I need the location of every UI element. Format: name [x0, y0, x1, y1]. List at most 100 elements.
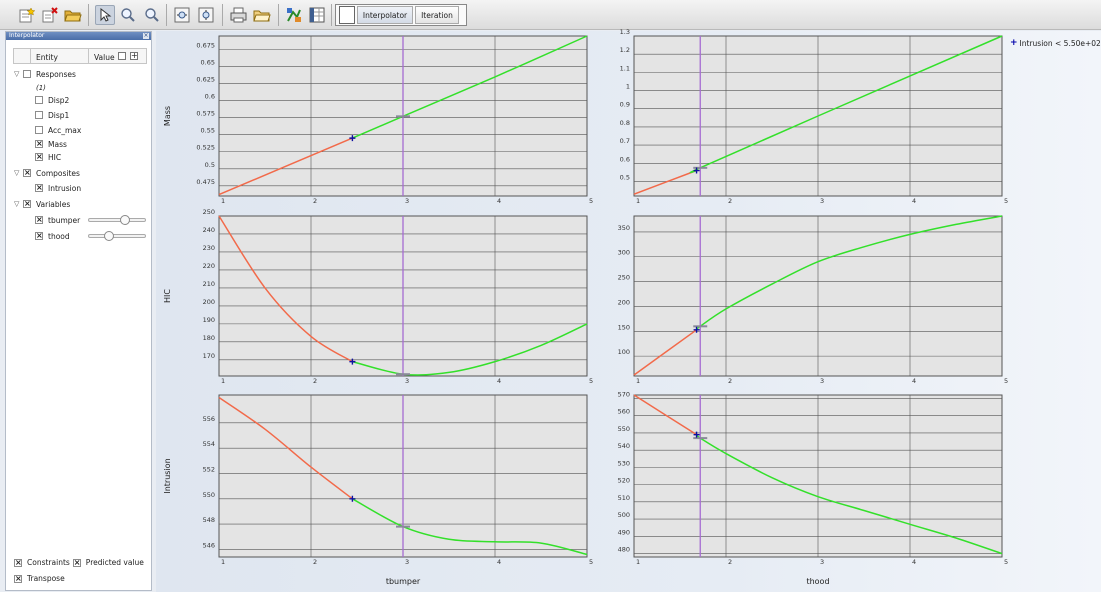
- options-row-2: × Transpose: [14, 574, 65, 583]
- options-row-1: × Constraints × Predicted value: [14, 558, 144, 567]
- y-tick-label: 554: [203, 440, 215, 448]
- close-icon[interactable]: ×: [143, 32, 149, 39]
- expand-triangle-icon[interactable]: ▽: [14, 70, 20, 78]
- series-infeasible-line: [218, 137, 353, 196]
- checkbox[interactable]: [35, 96, 43, 104]
- tree-item-label: Mass: [48, 139, 67, 149]
- x-tick-label: 4: [497, 197, 501, 205]
- tree-header: Entity Value +: [13, 48, 147, 64]
- new-sheet-icon[interactable]: [17, 5, 37, 25]
- chart-panel-2: 170 180 190 200 210 220 230 240 250 1 2 3 4 5 HIC: [163, 208, 593, 385]
- tab-interpolator[interactable]: Interpolator: [357, 6, 413, 24]
- slider-knob[interactable]: [104, 231, 115, 241]
- checkbox-checked[interactable]: ×: [35, 215, 43, 224]
- column-entity[interactable]: Entity: [36, 53, 58, 62]
- constraint-marker: [349, 495, 356, 502]
- constraint-marker: [693, 167, 700, 174]
- x-tick-label: 4: [497, 377, 501, 385]
- y-tick-label: 0.625: [196, 76, 215, 84]
- zoom-fit-y-icon[interactable]: [196, 5, 216, 25]
- y-tick-label: 0.55: [201, 127, 215, 135]
- tree-item-hic[interactable]: × HIC: [35, 151, 61, 163]
- y-tick-label: 1: [626, 83, 630, 91]
- tree-item-tbumper[interactable]: × tbumper: [35, 214, 80, 226]
- x-tick-label: 4: [912, 558, 916, 566]
- chart-panel-0: 0.475 0.5 0.525 0.55 0.575 0.6 0.625 0.65 0.675 1…: [163, 35, 593, 205]
- y-tick-label: 490: [618, 528, 630, 536]
- tree-item-label: HIC: [48, 152, 62, 162]
- expand-all-icon[interactable]: +: [130, 51, 138, 60]
- columns-icon[interactable]: [307, 5, 327, 25]
- tree-group-variables[interactable]: ▽ × Variables: [14, 198, 70, 210]
- tree-item-acc-max[interactable]: Acc_max: [35, 124, 81, 136]
- y-tick-label: 170: [203, 352, 215, 360]
- y-tick-label: 220: [203, 262, 215, 270]
- tree-group-responses[interactable]: ▽ Responses: [14, 68, 76, 80]
- x-tick-label: 3: [820, 558, 824, 566]
- y-axis-label: Intrusion: [163, 458, 172, 493]
- tree-item-disp1[interactable]: Disp1: [35, 109, 69, 121]
- transpose-checkbox[interactable]: ×: [14, 573, 22, 583]
- column-value[interactable]: Value: [94, 53, 115, 62]
- constraints-checkbox[interactable]: ×: [14, 557, 22, 567]
- series-feasible-line: [352, 35, 588, 139]
- y-tick-label: 230: [203, 244, 215, 252]
- y-tick-label: 510: [618, 494, 630, 502]
- tree-item-label: thood: [48, 231, 70, 241]
- x-tick-label: 1: [221, 558, 225, 566]
- composites-checkbox[interactable]: ×: [23, 168, 31, 177]
- checkbox-checked[interactable]: ×: [35, 152, 43, 161]
- checkbox-checked[interactable]: ×: [35, 183, 43, 192]
- y-tick-label: 0.8: [620, 119, 630, 127]
- delete-icon[interactable]: [40, 5, 60, 25]
- x-tick-label: 1: [636, 377, 640, 385]
- pointer-icon[interactable]: [95, 5, 115, 25]
- legend-label: Intrusion < 5.50e+02: [1019, 38, 1101, 48]
- expand-triangle-icon[interactable]: ▽: [14, 200, 20, 208]
- x-tick-label: 4: [912, 197, 916, 205]
- x-tick-label: 2: [728, 377, 732, 385]
- zoom-out-icon[interactable]: [142, 5, 162, 25]
- tree-item-thood[interactable]: × thood: [35, 230, 70, 242]
- tree-item-intrusion[interactable]: × Intrusion: [35, 182, 81, 194]
- panel-title-text: Interpolator: [9, 32, 45, 39]
- checkbox-checked[interactable]: ×: [35, 231, 43, 240]
- y-tick-label: 500: [618, 511, 630, 519]
- constraint-marker: [349, 358, 356, 365]
- x-tick-label: 5: [589, 558, 593, 566]
- constraint-marker: [349, 135, 356, 142]
- tree-group-composites[interactable]: ▽ × Composites: [14, 167, 80, 179]
- thood-slider[interactable]: [88, 231, 146, 241]
- legend-marker-icon: +: [1010, 38, 1018, 48]
- tree-item-disp2[interactable]: Disp2: [35, 94, 69, 106]
- tbumper-slider[interactable]: [88, 215, 146, 225]
- zoom-fit-x-icon[interactable]: [172, 5, 192, 25]
- responses-checkbox[interactable]: [23, 70, 31, 78]
- chart-panel-5: 480 490 500 510 520 530 540 550 560 570 1 2 3 4 5 thood: [618, 390, 1009, 586]
- zoom-in-icon[interactable]: [118, 5, 138, 25]
- print-icon[interactable]: [229, 5, 249, 25]
- y-tick-label: 250: [203, 208, 215, 216]
- tab-iteration[interactable]: Iteration: [415, 6, 459, 24]
- series-infeasible-line: [218, 396, 353, 500]
- x-tick-label: 1: [221, 377, 225, 385]
- tree-item-label: Acc_max: [48, 125, 82, 135]
- variables-checkbox[interactable]: ×: [23, 199, 31, 208]
- y-tick-label: 0.9: [620, 101, 630, 109]
- predicted-value-checkbox[interactable]: ×: [72, 557, 81, 567]
- export-icon[interactable]: [252, 5, 272, 25]
- checkbox-checked[interactable]: ×: [35, 139, 43, 148]
- chart-panel-3: 100 150 200 250 300 350 1 2 3 4 5: [618, 215, 1008, 385]
- open-folder-icon[interactable]: [63, 5, 83, 25]
- x-tick-label: 5: [1004, 197, 1008, 205]
- checkbox[interactable]: [35, 126, 43, 134]
- x-tick-label: 5: [1004, 377, 1008, 385]
- checkbox[interactable]: [35, 111, 43, 119]
- tree-item-mass[interactable]: × Mass: [35, 138, 67, 150]
- collapse-all-icon[interactable]: [118, 52, 126, 60]
- slider-knob[interactable]: [120, 215, 131, 225]
- constraints-label: Constraints: [27, 558, 70, 567]
- expand-triangle-icon[interactable]: ▽: [14, 169, 20, 177]
- constraint-marker: [693, 326, 700, 333]
- color-map-icon[interactable]: [284, 5, 304, 25]
